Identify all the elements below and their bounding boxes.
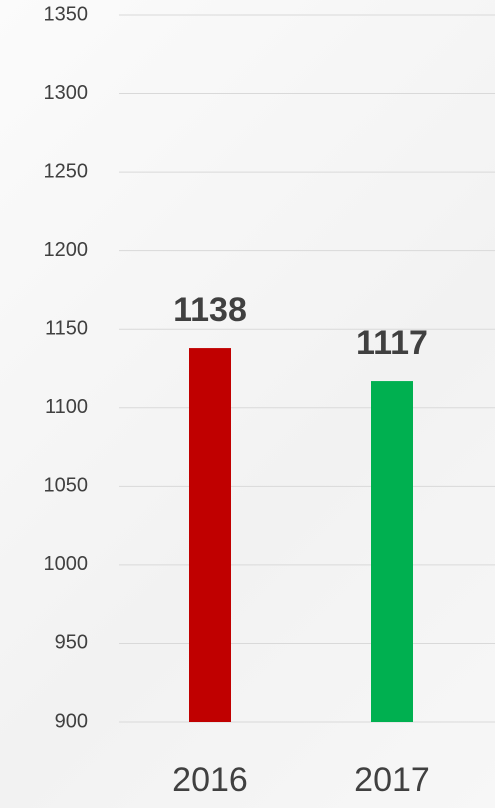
data-label: 1117 <box>356 324 428 362</box>
y-tick-label: 1050 <box>44 475 89 497</box>
y-tick-label: 1300 <box>44 82 89 104</box>
y-tick-label: 1200 <box>44 239 89 261</box>
y-tick-label: 1350 <box>44 3 89 25</box>
x-tick-label: 2017 <box>354 761 430 799</box>
y-tick-label: 1100 <box>45 396 88 418</box>
y-tick-label: 1000 <box>44 553 89 575</box>
x-tick-label: 2016 <box>172 761 248 799</box>
bar <box>189 348 231 722</box>
y-tick-label: 1150 <box>45 318 88 340</box>
data-label: 1138 <box>173 291 247 329</box>
y-tick-label: 1250 <box>44 160 89 182</box>
bar <box>371 381 413 722</box>
y-tick-label: 900 <box>55 710 88 732</box>
y-tick-label: 950 <box>55 632 88 654</box>
